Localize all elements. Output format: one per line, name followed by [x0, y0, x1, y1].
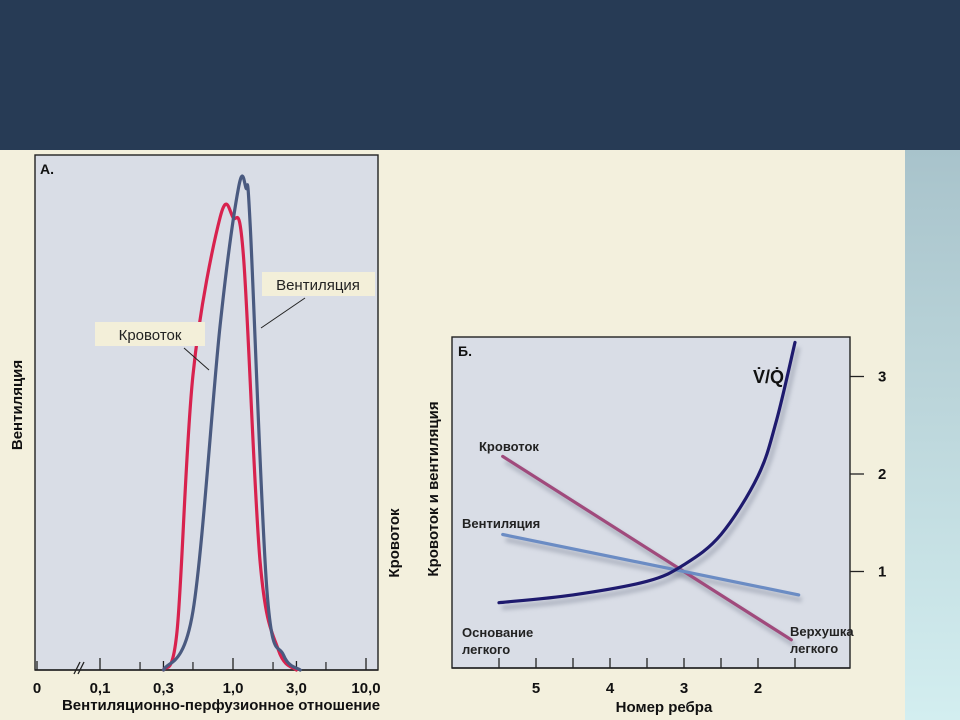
chart-b-y2-tick-label: 1 — [878, 564, 886, 581]
chart-b-x-ticks — [498, 658, 796, 668]
chart-a-plot-area — [34, 154, 379, 671]
chart-a-x-tick-label: 10,0 — [351, 680, 380, 697]
chart-b-y-label-outer: Кровоток — [386, 508, 403, 578]
chart-b-apex-label-line1: Верхушка — [790, 624, 854, 639]
chart-b-series-ventilation — [501, 532, 801, 597]
chart-b-y2-tick-labels: 1 2 3 — [878, 369, 886, 581]
chart-b-vq-label: V̇/Q̇ — [753, 366, 784, 387]
slide-side-band — [905, 150, 960, 720]
chart-b-panel-label: Б. — [458, 343, 472, 359]
chart-b-x-tick-label: 3 — [680, 680, 688, 697]
chart-b-x-tick-label: 5 — [532, 680, 540, 697]
slide-title-band — [0, 0, 960, 150]
chart-b-blood-flow-label: Кровоток — [479, 439, 539, 454]
chart-b-y-label-inner: Кровоток и вентиляция — [425, 401, 442, 576]
chart-a-x-tick-label: 0,3 — [153, 680, 174, 697]
chart-a-x-tick-labels: 0 0,1 0,3 1,0 3,0 10,0 — [33, 680, 381, 697]
chart-a-blood-flow-leader — [183, 347, 210, 371]
chart-b-y2-tick-label: 2 — [878, 466, 886, 483]
chart-a-ventilation-leader — [260, 297, 306, 329]
chart-b-series-vq-ratio — [497, 340, 797, 605]
chart-a-x-label: Вентиляционно-перфузионное отношение — [62, 697, 380, 714]
chart-a-panel-label: А. — [40, 161, 54, 177]
chart-a-y-label: Вентиляция — [9, 360, 26, 450]
chart-a-x-tick-label: 3,0 — [286, 680, 307, 697]
chart-b-y2-tick-label: 3 — [878, 369, 886, 386]
chart-a-blood-flow-label: Кровоток — [119, 327, 182, 344]
chart-b: Б. 5 4 3 2 1 2 3 Номер ребра Кровоток Кровото… — [386, 336, 886, 716]
chart-a: А. 0 0,1 0,3 1,0 3,0 10,0 Вентиляционно-перфу… — [9, 154, 381, 714]
chart-b-apex-label-line2: легкого — [790, 641, 838, 656]
chart-b-y2-ticks — [850, 375, 864, 573]
chart-b-vq-shadow — [501, 346, 801, 611]
chart-a-x-ticks — [36, 658, 367, 670]
chart-a-blood-flow-label-bg — [95, 322, 205, 346]
chart-a-series-ventilation — [161, 174, 302, 672]
chart-a-x-tick-label: 0,1 — [90, 680, 111, 697]
chart-b-base-label-line2: легкого — [462, 642, 510, 657]
chart-b-base-label-line1: Основание — [462, 625, 533, 640]
chart-a-ventilation-label-bg — [262, 272, 375, 296]
chart-a-axis-break — [73, 661, 85, 675]
chart-b-x-tick-label: 2 — [754, 680, 762, 697]
chart-b-x-label: Номер ребра — [616, 699, 713, 716]
chart-b-x-tick-labels: 5 4 3 2 — [532, 680, 762, 697]
chart-a-x-tick-label: 0 — [33, 680, 41, 697]
chart-b-series-blood-flow — [501, 454, 793, 642]
chart-b-x-tick-label: 4 — [606, 680, 615, 697]
chart-b-ventilation-shadow — [505, 537, 803, 603]
chart-a-ventilation-label: Вентиляция — [276, 277, 360, 294]
chart-a-x-tick-label: 1,0 — [223, 680, 244, 697]
chart-b-ventilation-label: Вентиляция — [462, 516, 540, 531]
chart-b-blood-flow-shadow — [504, 459, 796, 647]
